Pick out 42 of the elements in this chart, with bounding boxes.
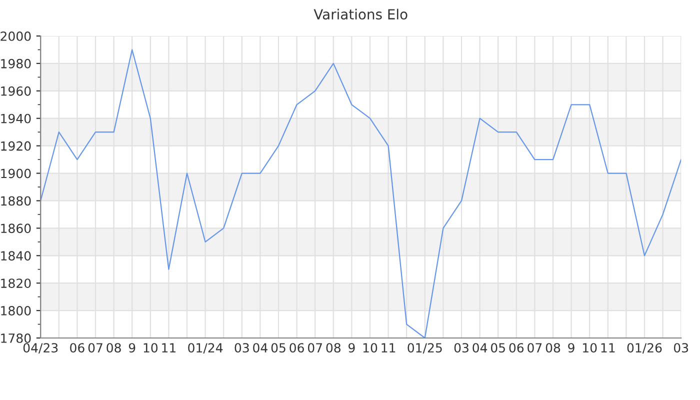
x-tick-label: 08 — [106, 343, 121, 353]
x-tick-label: 04 — [472, 343, 488, 353]
x-tick-label: 9 — [568, 343, 574, 353]
x-tick-label: 07 — [88, 343, 102, 353]
y-tick-label: 1840 — [1, 251, 31, 261]
x-tick-label: 07 — [308, 343, 322, 353]
y-tick-label: 1820 — [1, 278, 31, 288]
x-tick-label: 10 — [363, 343, 378, 353]
x-tick-label: 05 — [490, 343, 505, 353]
x-tick-label: 11 — [162, 343, 176, 352]
x-tick-label: 11 — [382, 343, 396, 352]
y-tick-label: 1780 — [1, 333, 31, 343]
x-tick-label: 01/25 — [408, 343, 442, 354]
x-tick-label: 03 — [674, 343, 688, 353]
x-tick-label: 04 — [253, 343, 268, 353]
y-tick-label: 1800 — [1, 306, 31, 316]
x-tick-label: 01/24 — [188, 343, 223, 354]
chart-title: Variations Elo — [314, 8, 408, 20]
y-tick-label: 1900 — [1, 168, 31, 178]
x-tick-label: 07 — [528, 343, 542, 353]
x-tick-label: 9 — [128, 343, 136, 353]
x-tick-label: 9 — [348, 343, 355, 353]
x-tick-label: 08 — [326, 343, 340, 353]
y-tick-label: 1960 — [1, 86, 31, 96]
y-tick-label: 1980 — [1, 58, 31, 68]
x-tick-label: 11 — [601, 343, 615, 352]
x-tick-label: 06 — [70, 343, 84, 353]
x-tick-label: 06 — [509, 343, 524, 353]
y-tick-label: 1920 — [1, 141, 31, 151]
x-tick-label: 03 — [454, 343, 468, 353]
x-tick-label: 04/23 — [23, 343, 58, 354]
y-tick-label: 1940 — [1, 114, 31, 124]
y-tick-label: 1880 — [1, 196, 31, 206]
x-tick-label: 03 — [234, 343, 249, 353]
x-tick-label: 05 — [271, 343, 286, 353]
x-tick-label: 10 — [583, 343, 597, 353]
x-tick-label: 10 — [144, 343, 158, 353]
x-tick-label: 01/26 — [627, 343, 662, 354]
y-tick-label: 2000 — [0, 31, 31, 41]
x-tick-label: 06 — [290, 343, 304, 353]
x-tick-label: 08 — [546, 343, 560, 353]
y-tick-label: 1860 — [1, 224, 31, 234]
